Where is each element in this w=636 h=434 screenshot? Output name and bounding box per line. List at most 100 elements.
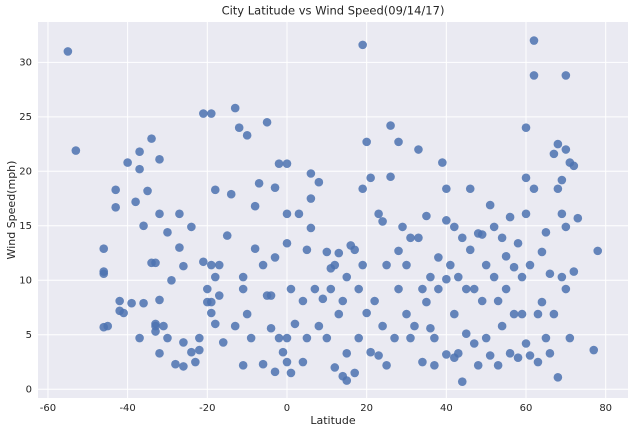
x-axis-label: Latitude — [310, 414, 356, 427]
point — [358, 184, 367, 194]
y-tick-label: 5 — [26, 330, 32, 341]
point — [442, 350, 451, 359]
y-tick-label: 20 — [19, 166, 32, 177]
point — [529, 36, 539, 45]
point — [330, 363, 340, 372]
point — [505, 349, 515, 358]
point — [222, 231, 232, 240]
point — [406, 233, 415, 243]
point — [214, 291, 224, 300]
point — [167, 275, 176, 285]
point — [258, 260, 268, 270]
point — [294, 209, 304, 219]
point — [226, 189, 236, 199]
point — [171, 359, 180, 369]
point — [465, 184, 475, 194]
point — [147, 134, 156, 143]
y-tick-label: 30 — [19, 57, 32, 68]
point — [179, 338, 188, 347]
point — [569, 267, 579, 276]
point — [557, 175, 567, 185]
point — [246, 333, 256, 343]
point — [358, 260, 367, 270]
point — [438, 158, 447, 167]
point — [155, 155, 164, 164]
point — [99, 267, 109, 276]
point — [505, 212, 515, 222]
point — [115, 296, 124, 306]
point — [282, 238, 292, 248]
point — [382, 361, 391, 370]
point — [477, 296, 487, 306]
point — [187, 347, 196, 357]
point — [418, 284, 427, 294]
point — [238, 272, 248, 282]
point — [442, 274, 451, 284]
point — [334, 309, 344, 319]
point — [195, 345, 204, 355]
point — [410, 321, 419, 331]
point — [561, 284, 571, 294]
point — [521, 339, 531, 348]
point — [517, 309, 527, 319]
point — [501, 252, 511, 261]
point — [159, 321, 168, 331]
point — [493, 361, 503, 370]
point — [489, 222, 499, 232]
point — [493, 296, 503, 306]
point — [334, 248, 344, 258]
point — [430, 361, 439, 370]
point — [481, 333, 491, 343]
chart-title: City Latitude vs Wind Speed(09/14/17) — [222, 4, 445, 18]
point — [362, 308, 371, 318]
point — [135, 164, 144, 174]
point — [99, 244, 109, 253]
point — [422, 211, 431, 221]
point — [119, 308, 128, 318]
point — [270, 367, 280, 377]
point — [326, 284, 336, 294]
point — [338, 296, 348, 306]
point — [529, 71, 539, 80]
point — [250, 244, 260, 253]
y-tick-label: 10 — [19, 275, 32, 286]
point — [553, 184, 563, 194]
point — [461, 329, 471, 338]
point — [517, 272, 527, 282]
point — [206, 260, 216, 270]
y-axis-label: Wind Speed(mph) — [5, 161, 18, 260]
point — [206, 109, 216, 118]
point — [354, 333, 363, 343]
point — [450, 222, 459, 232]
point — [350, 245, 360, 255]
point — [537, 247, 547, 257]
point — [214, 260, 224, 270]
point — [187, 222, 196, 232]
point — [557, 209, 567, 219]
point — [111, 202, 120, 212]
point — [111, 185, 120, 195]
point — [593, 246, 603, 256]
point — [453, 272, 463, 282]
point — [394, 246, 403, 256]
x-tick-label: 60 — [520, 403, 533, 414]
point — [565, 333, 575, 343]
point — [282, 333, 292, 343]
point — [533, 357, 543, 367]
point — [394, 284, 403, 294]
point — [103, 321, 113, 331]
point — [430, 333, 439, 343]
point — [155, 349, 164, 358]
point — [370, 296, 379, 306]
point — [442, 184, 451, 194]
point — [203, 284, 212, 294]
point — [497, 321, 507, 331]
point — [350, 368, 360, 378]
point — [497, 233, 507, 243]
point — [322, 247, 332, 257]
point — [481, 260, 491, 270]
x-tick-label: 0 — [284, 403, 290, 414]
point — [123, 158, 132, 167]
point — [282, 159, 292, 168]
